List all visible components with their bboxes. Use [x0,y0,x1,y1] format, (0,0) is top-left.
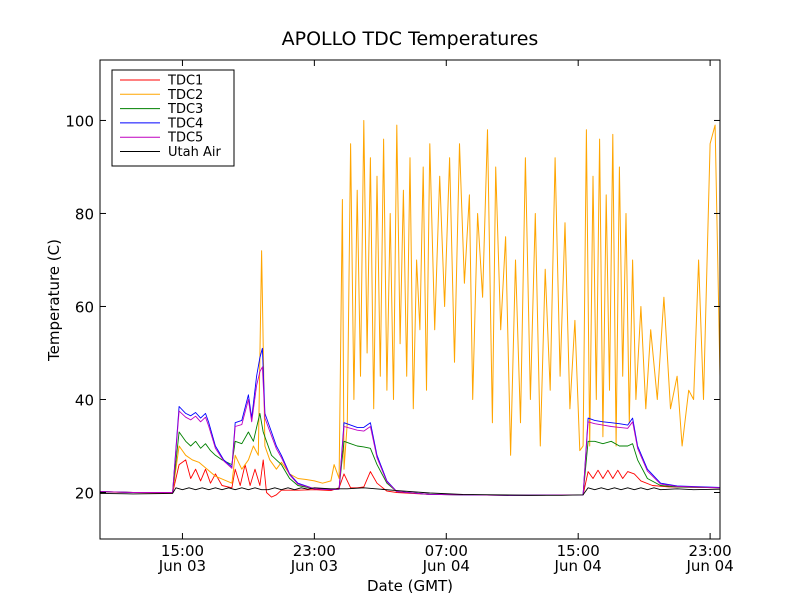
series-line-tdc5 [100,366,720,496]
chart-title: APOLLO TDC Temperatures [282,28,539,50]
legend-label: TDC5 [167,131,203,146]
x-tick-label-date: Jun 04 [554,557,602,575]
series-line-tdc3 [100,412,720,496]
series-layer [100,120,720,498]
x-tick-label-date: Jun 03 [158,557,206,575]
y-axis-label: Temperature (C) [45,239,63,362]
legend-label: TDC1 [167,74,203,89]
y-tick-label: 60 [75,298,94,316]
legend-label: TDC4 [167,116,203,131]
series-line-utah-air [100,487,720,496]
plot-frame [99,59,721,540]
legend-label: TDC2 [167,88,203,103]
plot-area [100,120,720,498]
x-axis-label: Date (GMT) [367,577,453,595]
legend-label: Utah Air [168,145,221,160]
x-tick-label-date: Jun 04 [422,557,470,575]
y-tick-label: 100 [65,112,94,130]
legend-box [111,69,235,167]
y-tick-label: 80 [75,205,94,223]
x-tick-label-date: Jun 03 [290,557,338,575]
x-tick-label-date: Jun 04 [685,557,733,575]
y-tick-label: 40 [75,391,94,409]
x-tick-label-time: 23:00 [293,542,336,560]
x-tick-label-time: 15:00 [161,542,204,560]
x-tick-label-time: 23:00 [688,542,731,560]
series-line-tdc1 [100,459,720,498]
x-tick-label-time: 07:00 [425,542,468,560]
legend-label: TDC3 [167,102,203,117]
x-tick-label-time: 15:00 [557,542,600,560]
y-tick-label: 20 [75,484,94,502]
